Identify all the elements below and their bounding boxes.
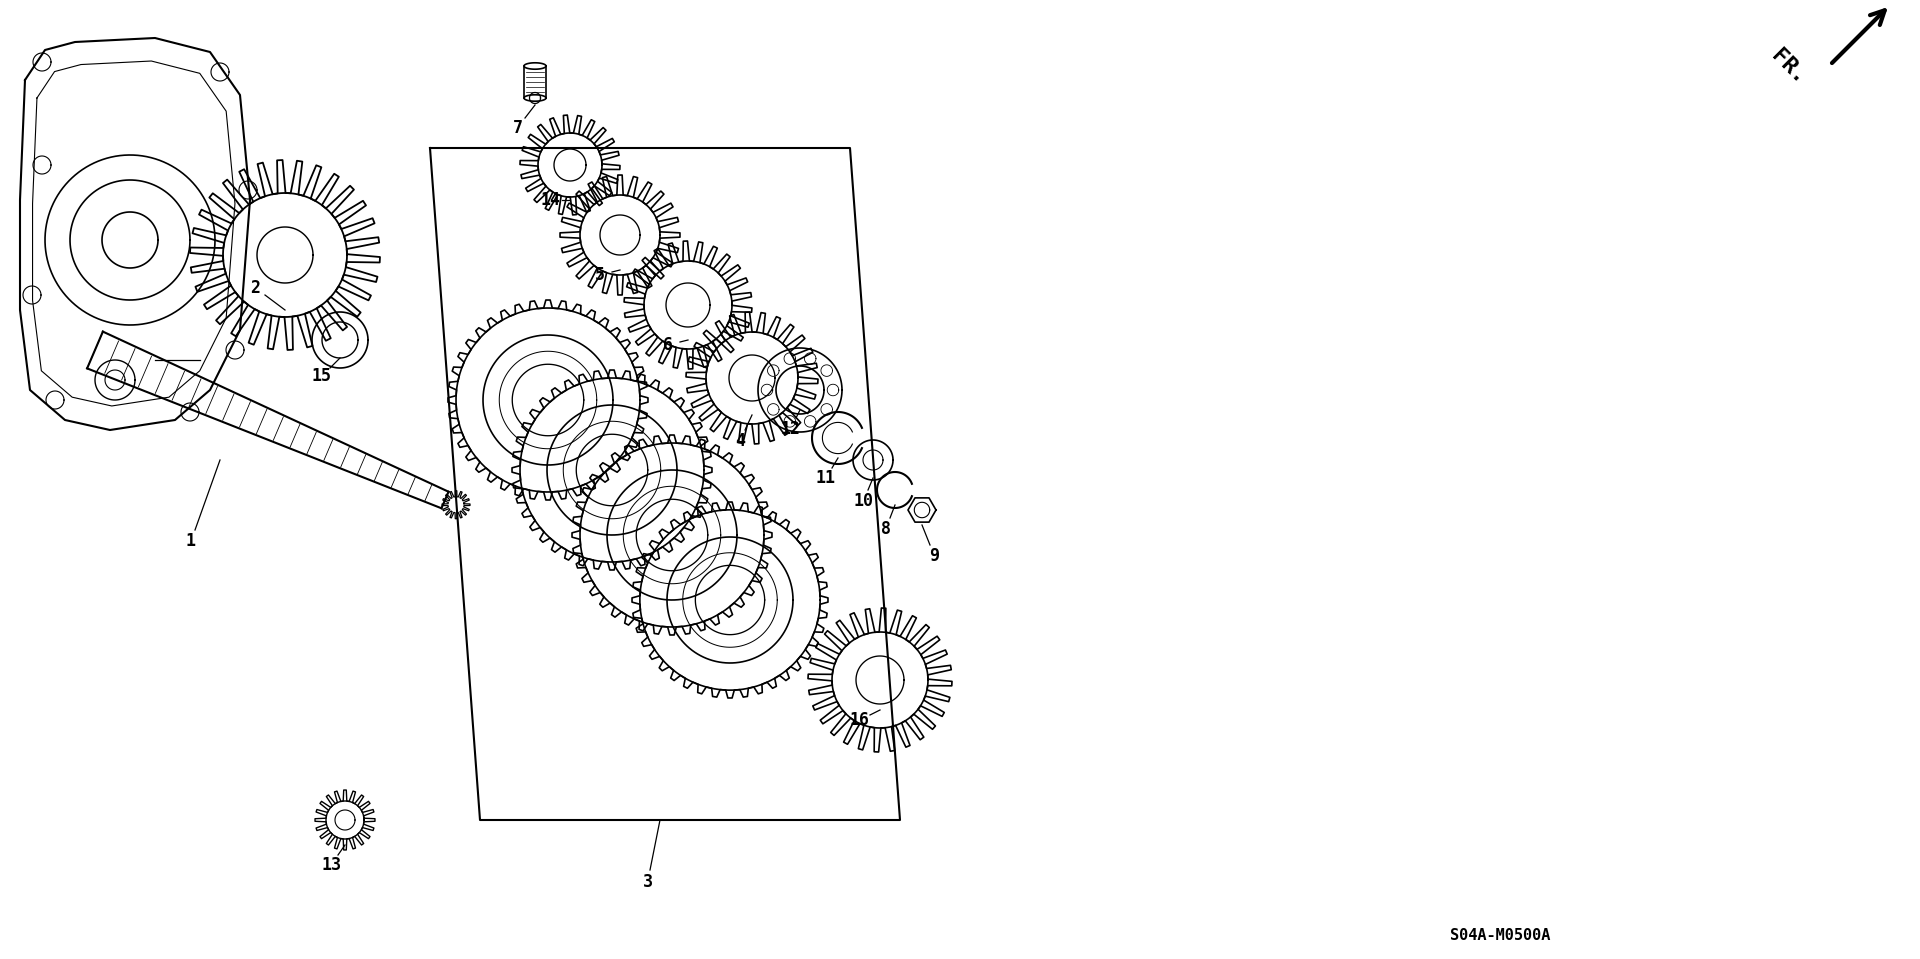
Text: 15: 15 — [311, 367, 332, 386]
Text: 3: 3 — [643, 873, 653, 891]
Text: 12: 12 — [781, 420, 801, 437]
Text: 6: 6 — [662, 336, 674, 354]
Text: 10: 10 — [852, 492, 874, 510]
Text: 4: 4 — [735, 432, 745, 450]
Text: 13: 13 — [321, 855, 342, 874]
Text: 16: 16 — [849, 712, 870, 730]
Text: S04A-M0500A: S04A-M0500A — [1450, 927, 1549, 943]
Text: FR.: FR. — [1766, 46, 1809, 88]
Text: 2: 2 — [250, 279, 261, 296]
Text: 9: 9 — [929, 548, 939, 565]
Text: 7: 7 — [513, 119, 522, 136]
Text: 8: 8 — [881, 520, 891, 538]
Text: 5: 5 — [595, 266, 605, 284]
Text: 1: 1 — [186, 532, 196, 550]
Text: 11: 11 — [816, 469, 835, 487]
Text: 14: 14 — [540, 191, 561, 209]
